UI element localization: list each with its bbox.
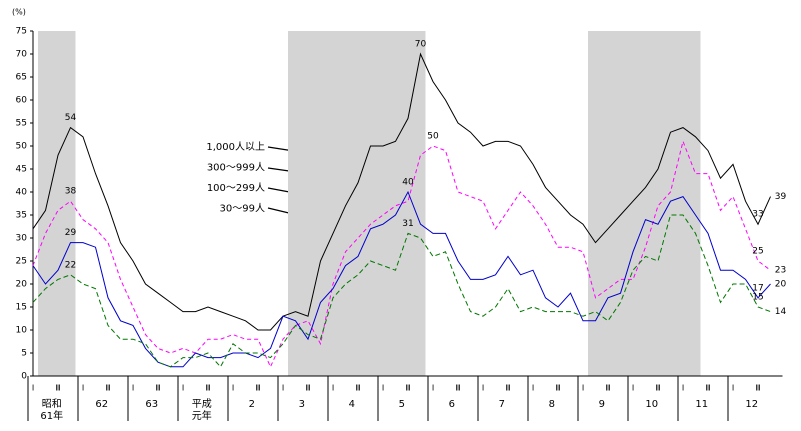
- year-label: 12: [745, 399, 758, 410]
- y-tick-label: 5: [21, 349, 27, 359]
- series-line: [32, 214, 771, 368]
- x-tick-label: Ⅲ: [455, 384, 461, 393]
- x-tick-label: Ⅲ: [205, 384, 211, 393]
- y-tick-label: 70: [16, 50, 28, 60]
- data-label: 15: [752, 293, 763, 303]
- y-tick-label: 60: [16, 96, 28, 106]
- x-tick-label: Ⅲ: [705, 384, 711, 393]
- year-label: 昭和: [42, 398, 62, 410]
- x-tick-label: Ⅲ: [505, 384, 511, 393]
- data-label: 29: [65, 228, 77, 238]
- data-label: 17: [752, 283, 763, 293]
- x-tick-label: Ⅰ: [732, 384, 734, 393]
- data-label: 38: [65, 187, 77, 197]
- y-tick-label: 45: [16, 165, 27, 175]
- x-tick-label: Ⅲ: [55, 384, 61, 393]
- x-tick-label: Ⅲ: [255, 384, 261, 393]
- year-label: 62: [95, 399, 108, 410]
- data-label: 23: [775, 266, 786, 276]
- year-label: 5: [399, 399, 405, 410]
- x-tick-label: Ⅲ: [305, 384, 311, 393]
- x-tick-label: Ⅰ: [682, 384, 684, 393]
- year-label: 9: [599, 399, 605, 410]
- year-label: 2: [249, 399, 255, 410]
- x-tick-label: Ⅰ: [482, 384, 484, 393]
- x-tick-label: Ⅰ: [32, 384, 34, 393]
- data-label: 31: [402, 219, 413, 229]
- x-tick-label: Ⅲ: [755, 384, 761, 393]
- x-tick-label: Ⅰ: [82, 384, 84, 393]
- y-tick-label: 15: [16, 303, 27, 313]
- x-tick-label: Ⅰ: [382, 384, 384, 393]
- x-tick-label: Ⅲ: [605, 384, 611, 393]
- year-label: 7: [499, 399, 505, 410]
- year-label: 平成: [192, 398, 212, 410]
- y-axis-label: (%): [12, 8, 26, 17]
- data-label: 33: [752, 210, 763, 220]
- y-tick-label: 30: [16, 234, 28, 244]
- year-label: 元年: [192, 409, 212, 422]
- year-label: 6: [449, 399, 455, 410]
- x-tick-label: Ⅰ: [582, 384, 584, 393]
- x-tick-label: Ⅰ: [232, 384, 234, 393]
- x-tick-label: Ⅲ: [405, 384, 411, 393]
- data-label: 22: [65, 260, 76, 270]
- legend-label: 300～999人: [207, 162, 265, 174]
- shaded-period: [588, 31, 701, 376]
- y-tick-label: 65: [16, 73, 27, 83]
- x-tick-label: Ⅰ: [632, 384, 634, 393]
- data-label: 39: [775, 192, 787, 202]
- y-tick-label: 20: [16, 280, 28, 290]
- x-tick-label: Ⅲ: [355, 384, 361, 393]
- year-label: 10: [645, 399, 658, 410]
- x-tick-label: Ⅰ: [182, 384, 184, 393]
- data-label: 50: [427, 132, 439, 142]
- x-tick-label: Ⅰ: [132, 384, 134, 393]
- data-label: 14: [775, 307, 787, 317]
- x-tick-label: Ⅲ: [655, 384, 661, 393]
- x-tick-label: Ⅰ: [332, 384, 334, 393]
- data-label: 70: [415, 40, 427, 50]
- year-label: 11: [695, 399, 708, 410]
- x-tick-label: Ⅲ: [555, 384, 561, 393]
- data-label: 40: [402, 178, 414, 188]
- data-label: 25: [752, 247, 763, 257]
- y-tick-label: 35: [16, 211, 27, 221]
- data-label: 54: [65, 113, 77, 123]
- data-label: 20: [775, 280, 787, 290]
- year-label: 4: [349, 399, 355, 410]
- x-tick-label: Ⅰ: [532, 384, 534, 393]
- legend-label: 100～299人: [207, 182, 265, 194]
- year-label: 3: [299, 399, 305, 410]
- y-tick-label: 10: [16, 326, 28, 336]
- year-label: 8: [549, 399, 555, 410]
- year-label: 61年: [40, 409, 63, 422]
- shaded-period: [38, 31, 76, 376]
- series-line: [32, 52, 771, 331]
- x-tick-label: Ⅰ: [282, 384, 284, 393]
- x-tick-label: Ⅲ: [155, 384, 161, 393]
- y-tick-label: 75: [16, 27, 27, 37]
- y-tick-label: 25: [16, 257, 27, 267]
- x-tick-label: Ⅲ: [105, 384, 111, 393]
- legend-label: 30～99人: [220, 203, 265, 215]
- y-tick-label: 55: [16, 119, 27, 129]
- legend-label: 1,000人以上: [206, 141, 265, 153]
- y-tick-label: 40: [16, 188, 28, 198]
- shaded-period: [288, 31, 426, 376]
- year-label: 63: [145, 399, 158, 410]
- y-tick-label: 50: [16, 142, 28, 152]
- x-tick-label: Ⅰ: [432, 384, 434, 393]
- y-tick-label: 0: [21, 372, 27, 382]
- series-line: [32, 139, 771, 369]
